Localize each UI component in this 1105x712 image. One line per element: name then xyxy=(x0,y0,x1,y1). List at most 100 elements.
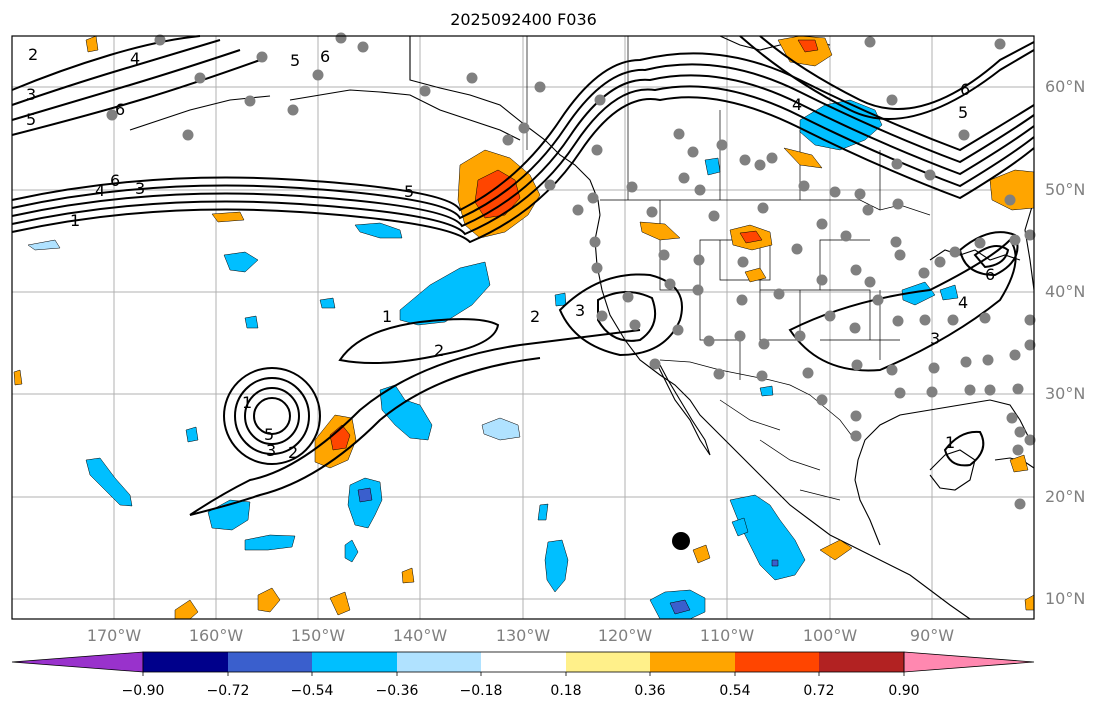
station-dot xyxy=(794,330,806,342)
neg-blob-22 xyxy=(759,385,774,397)
station-dot xyxy=(357,41,369,53)
contour-ne-1 xyxy=(739,35,1035,120)
station-dot xyxy=(849,322,861,334)
neg-blob-6-core xyxy=(669,599,691,615)
contour-label: 4 xyxy=(130,49,140,68)
neg-blob-20 xyxy=(537,503,549,521)
contour-ne-2 xyxy=(759,35,1035,110)
station-dot xyxy=(934,256,946,268)
station-dot xyxy=(256,51,268,63)
contour-nw-4 xyxy=(11,59,261,136)
contour-label: 2 xyxy=(530,307,540,326)
station-dot xyxy=(919,314,931,326)
contour-label: 2 xyxy=(434,341,444,360)
station-dot xyxy=(708,210,720,222)
station-dot xyxy=(982,354,994,366)
station-dot xyxy=(194,72,206,84)
station-dot xyxy=(693,254,705,266)
map-border xyxy=(11,35,1035,620)
station-dot xyxy=(591,144,603,156)
station-dot xyxy=(894,249,906,261)
station-dot xyxy=(649,358,661,370)
colorbar-tick-label: −0.72 xyxy=(206,683,250,699)
station-dot xyxy=(626,181,638,193)
contour-nw-1 xyxy=(11,35,201,91)
chart-title: 2025092400 F036 xyxy=(450,10,597,29)
station-dot xyxy=(862,204,874,216)
pos-blob-small2 xyxy=(783,147,823,169)
station-dot xyxy=(829,186,841,198)
pos-blob-small5 xyxy=(329,591,351,616)
station-dot xyxy=(886,94,898,106)
station-dot xyxy=(1024,339,1036,351)
pos-blob-small1 xyxy=(211,211,245,223)
lat-label: 40°N xyxy=(1045,282,1086,301)
station-dot xyxy=(629,319,641,331)
colorbar-extend-high xyxy=(903,651,1035,673)
contour-east-2 xyxy=(958,231,1019,277)
colorbar-segment xyxy=(650,652,735,672)
contour-lines xyxy=(11,35,1035,516)
station-dot xyxy=(703,335,715,347)
contour-label: 2 xyxy=(28,45,38,64)
station-dot xyxy=(335,32,347,44)
lon-label: 130°W xyxy=(495,626,551,645)
lon-label: 140°W xyxy=(392,626,448,645)
pos-blob-small4 xyxy=(174,599,199,620)
contour-label: 4 xyxy=(792,95,802,114)
station-markers xyxy=(106,32,1036,510)
station-dot xyxy=(646,206,658,218)
contour-labels: 2 3 5 6 4 5 6 4 6 3 1 5 1 2 2 3 1 5 3 2 … xyxy=(26,45,995,462)
contour-jet-2 xyxy=(11,63,1035,220)
station-dot xyxy=(974,237,986,249)
pos-blob-small11 xyxy=(13,369,23,386)
station-dot xyxy=(664,278,676,290)
lat-label: 30°N xyxy=(1045,384,1086,403)
neg-blob-17 xyxy=(319,297,336,309)
colorbar-segment xyxy=(143,652,228,672)
neg-blob-21 xyxy=(554,292,567,307)
station-dot xyxy=(816,274,828,286)
border-us-mexico xyxy=(659,359,856,441)
contour-2-ellipse xyxy=(338,318,500,365)
neg-blob-11 xyxy=(354,222,403,239)
station-dot xyxy=(754,159,766,171)
contour-label: 5 xyxy=(404,182,414,201)
pos-blob-small3 xyxy=(257,587,281,613)
pos-blob-small10 xyxy=(85,35,99,53)
colorbar-tick-label: 0.36 xyxy=(634,683,666,699)
station-dot xyxy=(1012,383,1024,395)
mexico-states xyxy=(719,399,841,501)
station-dot xyxy=(958,129,970,141)
contour-label: 6 xyxy=(985,265,995,284)
contour-jet-3 xyxy=(11,74,1035,228)
coast-alaska xyxy=(409,36,601,216)
station-dot xyxy=(892,315,904,327)
coast-west-us xyxy=(594,214,871,556)
colorbar-segment xyxy=(566,652,650,672)
contour-east-3 xyxy=(973,245,1010,269)
contour-label: 1 xyxy=(382,307,392,326)
pos-blob-small8 xyxy=(639,221,681,241)
coast-gulf xyxy=(854,399,1031,546)
contour-jet-5 xyxy=(11,96,1035,244)
coast-great-lakes xyxy=(929,249,1021,261)
pos-blob-north-core xyxy=(797,39,819,53)
colorbar xyxy=(11,651,1035,676)
station-dot xyxy=(758,338,770,350)
station-dot xyxy=(1012,444,1024,456)
contour-jet-1 xyxy=(11,52,1035,212)
station-dot xyxy=(734,330,746,342)
contour-label: 3 xyxy=(26,85,36,104)
colorbar-tick-label: −0.54 xyxy=(290,683,334,699)
contour-nw-3 xyxy=(11,49,241,121)
station-dot xyxy=(979,312,991,324)
station-dot xyxy=(949,246,961,258)
contour-label: 3 xyxy=(575,301,585,320)
neg-blob-1 xyxy=(379,384,433,441)
contour-label: 1 xyxy=(242,393,252,412)
storm-marker xyxy=(672,532,690,550)
station-dot xyxy=(622,291,634,303)
neg-blob-16 xyxy=(185,426,199,443)
lat-label: 50°N xyxy=(1045,180,1086,199)
